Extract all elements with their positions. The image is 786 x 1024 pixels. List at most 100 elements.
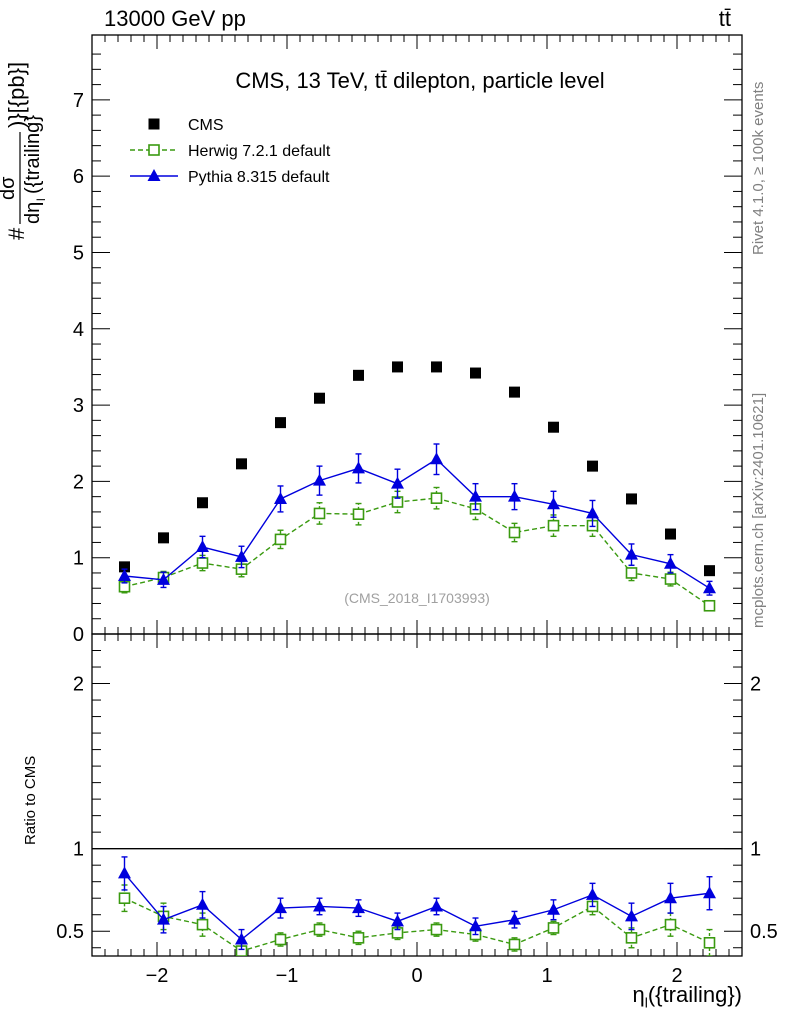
x-axis-label-symbol: η — [632, 982, 645, 1007]
ratio-point-herwig-7-2-1-default — [274, 933, 287, 946]
main-point-pythia-8-315-default — [235, 549, 248, 562]
main-point-herwig-7-2-1-default — [313, 507, 326, 520]
ylabel-prefix: # — [4, 227, 29, 240]
main-point-herwig-7-2-1-default — [274, 533, 287, 546]
ratio-point-pythia-8-315-default — [625, 909, 638, 922]
ratio-point-pythia-8-315-default — [196, 897, 209, 910]
main-point-pythia-8-315-default — [313, 473, 326, 486]
ratio-point-herwig-7-2-1-default — [430, 923, 443, 936]
ratio-point-pythia-8-315-default — [430, 899, 443, 912]
ylabel-denominator-sub: l — [34, 198, 48, 201]
main-point-cms — [392, 361, 403, 373]
header-final-state-label: tt̄ — [718, 6, 731, 31]
ratio-point-pythia-8-315-default — [469, 919, 482, 932]
main-point-cms — [548, 421, 559, 433]
x-tick-label: −1 — [276, 965, 299, 987]
y-tick-label: 7 — [73, 90, 84, 112]
ratio-point-pythia-8-315-default — [391, 914, 404, 927]
ratio-line-herwig-7-2-1-default — [124, 897, 710, 952]
main-point-cms — [314, 392, 325, 404]
x-tick-label: 2 — [671, 965, 682, 987]
analysis-watermark: (CMS_2018_I1703993) — [344, 590, 490, 606]
ratio-point-herwig-7-2-1-default — [313, 923, 326, 936]
y-tick-label: 5 — [73, 242, 84, 264]
ratio-point-herwig-7-2-1-default — [196, 918, 209, 931]
main-point-herwig-7-2-1-default — [508, 526, 521, 539]
main-point-pythia-8-315-default — [196, 540, 209, 553]
legend-label-cms: CMS — [188, 117, 224, 134]
ratio-point-herwig-7-2-1-default — [118, 892, 131, 905]
ratio-point-pythia-8-315-default — [703, 886, 716, 899]
ratio-y-tick-label: 2 — [73, 674, 84, 696]
ratio-y-tick-label-right: 2 — [750, 674, 761, 696]
ratio-y-tick-label-right: 0.5 — [750, 921, 778, 943]
ratio-point-pythia-8-315-default — [118, 866, 131, 879]
ratio-point-herwig-7-2-1-default — [703, 936, 716, 949]
ylabel-suffix: )}[{pb}] — [4, 62, 29, 128]
ratio-point-pythia-8-315-default — [586, 887, 599, 900]
ratio-point-herwig-7-2-1-default — [547, 922, 560, 934]
ratio-plot-panel: −2 −1 0 1 2 0.5 0.5 1 1 2 2 — [56, 633, 778, 987]
x-tick-label: −2 — [146, 965, 169, 987]
ratio-y-tick-label: 0.5 — [56, 921, 84, 943]
ylabel-denominator: dη — [22, 202, 44, 224]
y-tick-label: 1 — [73, 548, 84, 570]
main-point-pythia-8-315-default — [352, 461, 365, 474]
x-axis-label: ηl({trailing}) — [632, 982, 742, 1010]
legend: CMS Herwig 7.2.1 default Pythia 8.315 defa… — [130, 117, 331, 186]
y-tick-label: 3 — [73, 395, 84, 417]
main-point-pythia-8-315-default — [157, 572, 170, 585]
ratio-y-tick-label: 1 — [73, 839, 84, 861]
y-tick-label: 2 — [73, 471, 84, 493]
main-series-group — [118, 361, 716, 612]
main-point-herwig-7-2-1-default — [430, 492, 443, 504]
y-tick-label: 6 — [73, 166, 84, 188]
main-line-herwig-7-2-1-default — [124, 497, 710, 607]
y-tick-label: 0 — [73, 624, 84, 646]
main-point-pythia-8-315-default — [430, 452, 443, 465]
main-point-pythia-8-315-default — [469, 489, 482, 502]
ratio-point-herwig-7-2-1-default — [352, 932, 365, 944]
ratio-frame — [91, 633, 743, 957]
legend-marker-herwig-7-2-1-default — [148, 144, 160, 156]
main-point-cms — [626, 493, 637, 505]
main-point-pythia-8-315-default — [274, 491, 287, 504]
main-point-pythia-8-315-default — [703, 581, 716, 594]
ratio-y-tick-label-right: 1 — [750, 839, 761, 861]
ratio-point-pythia-8-315-default — [313, 899, 326, 912]
ratio-point-pythia-8-315-default — [352, 901, 365, 914]
main-point-herwig-7-2-1-default — [703, 599, 716, 612]
main-point-herwig-7-2-1-default — [352, 508, 365, 521]
main-point-cms — [158, 532, 169, 544]
x-tick-label: 1 — [541, 965, 552, 987]
main-point-cms — [509, 386, 520, 398]
legend-marker-cms — [148, 118, 160, 130]
x-axis-label-sub: l — [644, 994, 648, 1011]
main-point-cms — [197, 497, 208, 509]
main-point-cms — [431, 361, 442, 373]
ratio-point-pythia-8-315-default — [274, 901, 287, 914]
main-point-pythia-8-315-default — [586, 506, 599, 519]
main-point-cms — [353, 369, 364, 381]
ratio-point-pythia-8-315-default — [664, 891, 677, 904]
main-line-pythia-8-315-default — [124, 458, 710, 589]
ylabel-numerator: dσ — [0, 176, 19, 200]
main-point-pythia-8-315-default — [664, 556, 677, 569]
legend-label-pythia-8-315-default: Pythia 8.315 default — [188, 169, 330, 186]
ratio-point-herwig-7-2-1-default — [625, 932, 638, 944]
main-point-cms — [275, 417, 286, 429]
header-process-label: 13000 GeV pp — [104, 6, 246, 31]
main-point-pythia-8-315-default — [118, 569, 131, 582]
main-point-cms — [119, 561, 130, 573]
y-tick-label: 4 — [73, 319, 84, 341]
x-tick-label: 0 — [411, 965, 422, 987]
legend-label-herwig-7-2-1-default: Herwig 7.2.1 default — [188, 143, 331, 160]
main-point-pythia-8-315-default — [508, 489, 521, 502]
main-point-herwig-7-2-1-default — [664, 573, 677, 585]
ratio-point-pythia-8-315-default — [235, 932, 248, 945]
main-point-herwig-7-2-1-default — [625, 567, 638, 579]
ratio-line-pythia-8-315-default — [123, 872, 710, 941]
main-y-axis-label: # dσ dη l ({trailing} )}[{pb}] — [0, 62, 48, 240]
main-point-cms — [665, 528, 676, 540]
